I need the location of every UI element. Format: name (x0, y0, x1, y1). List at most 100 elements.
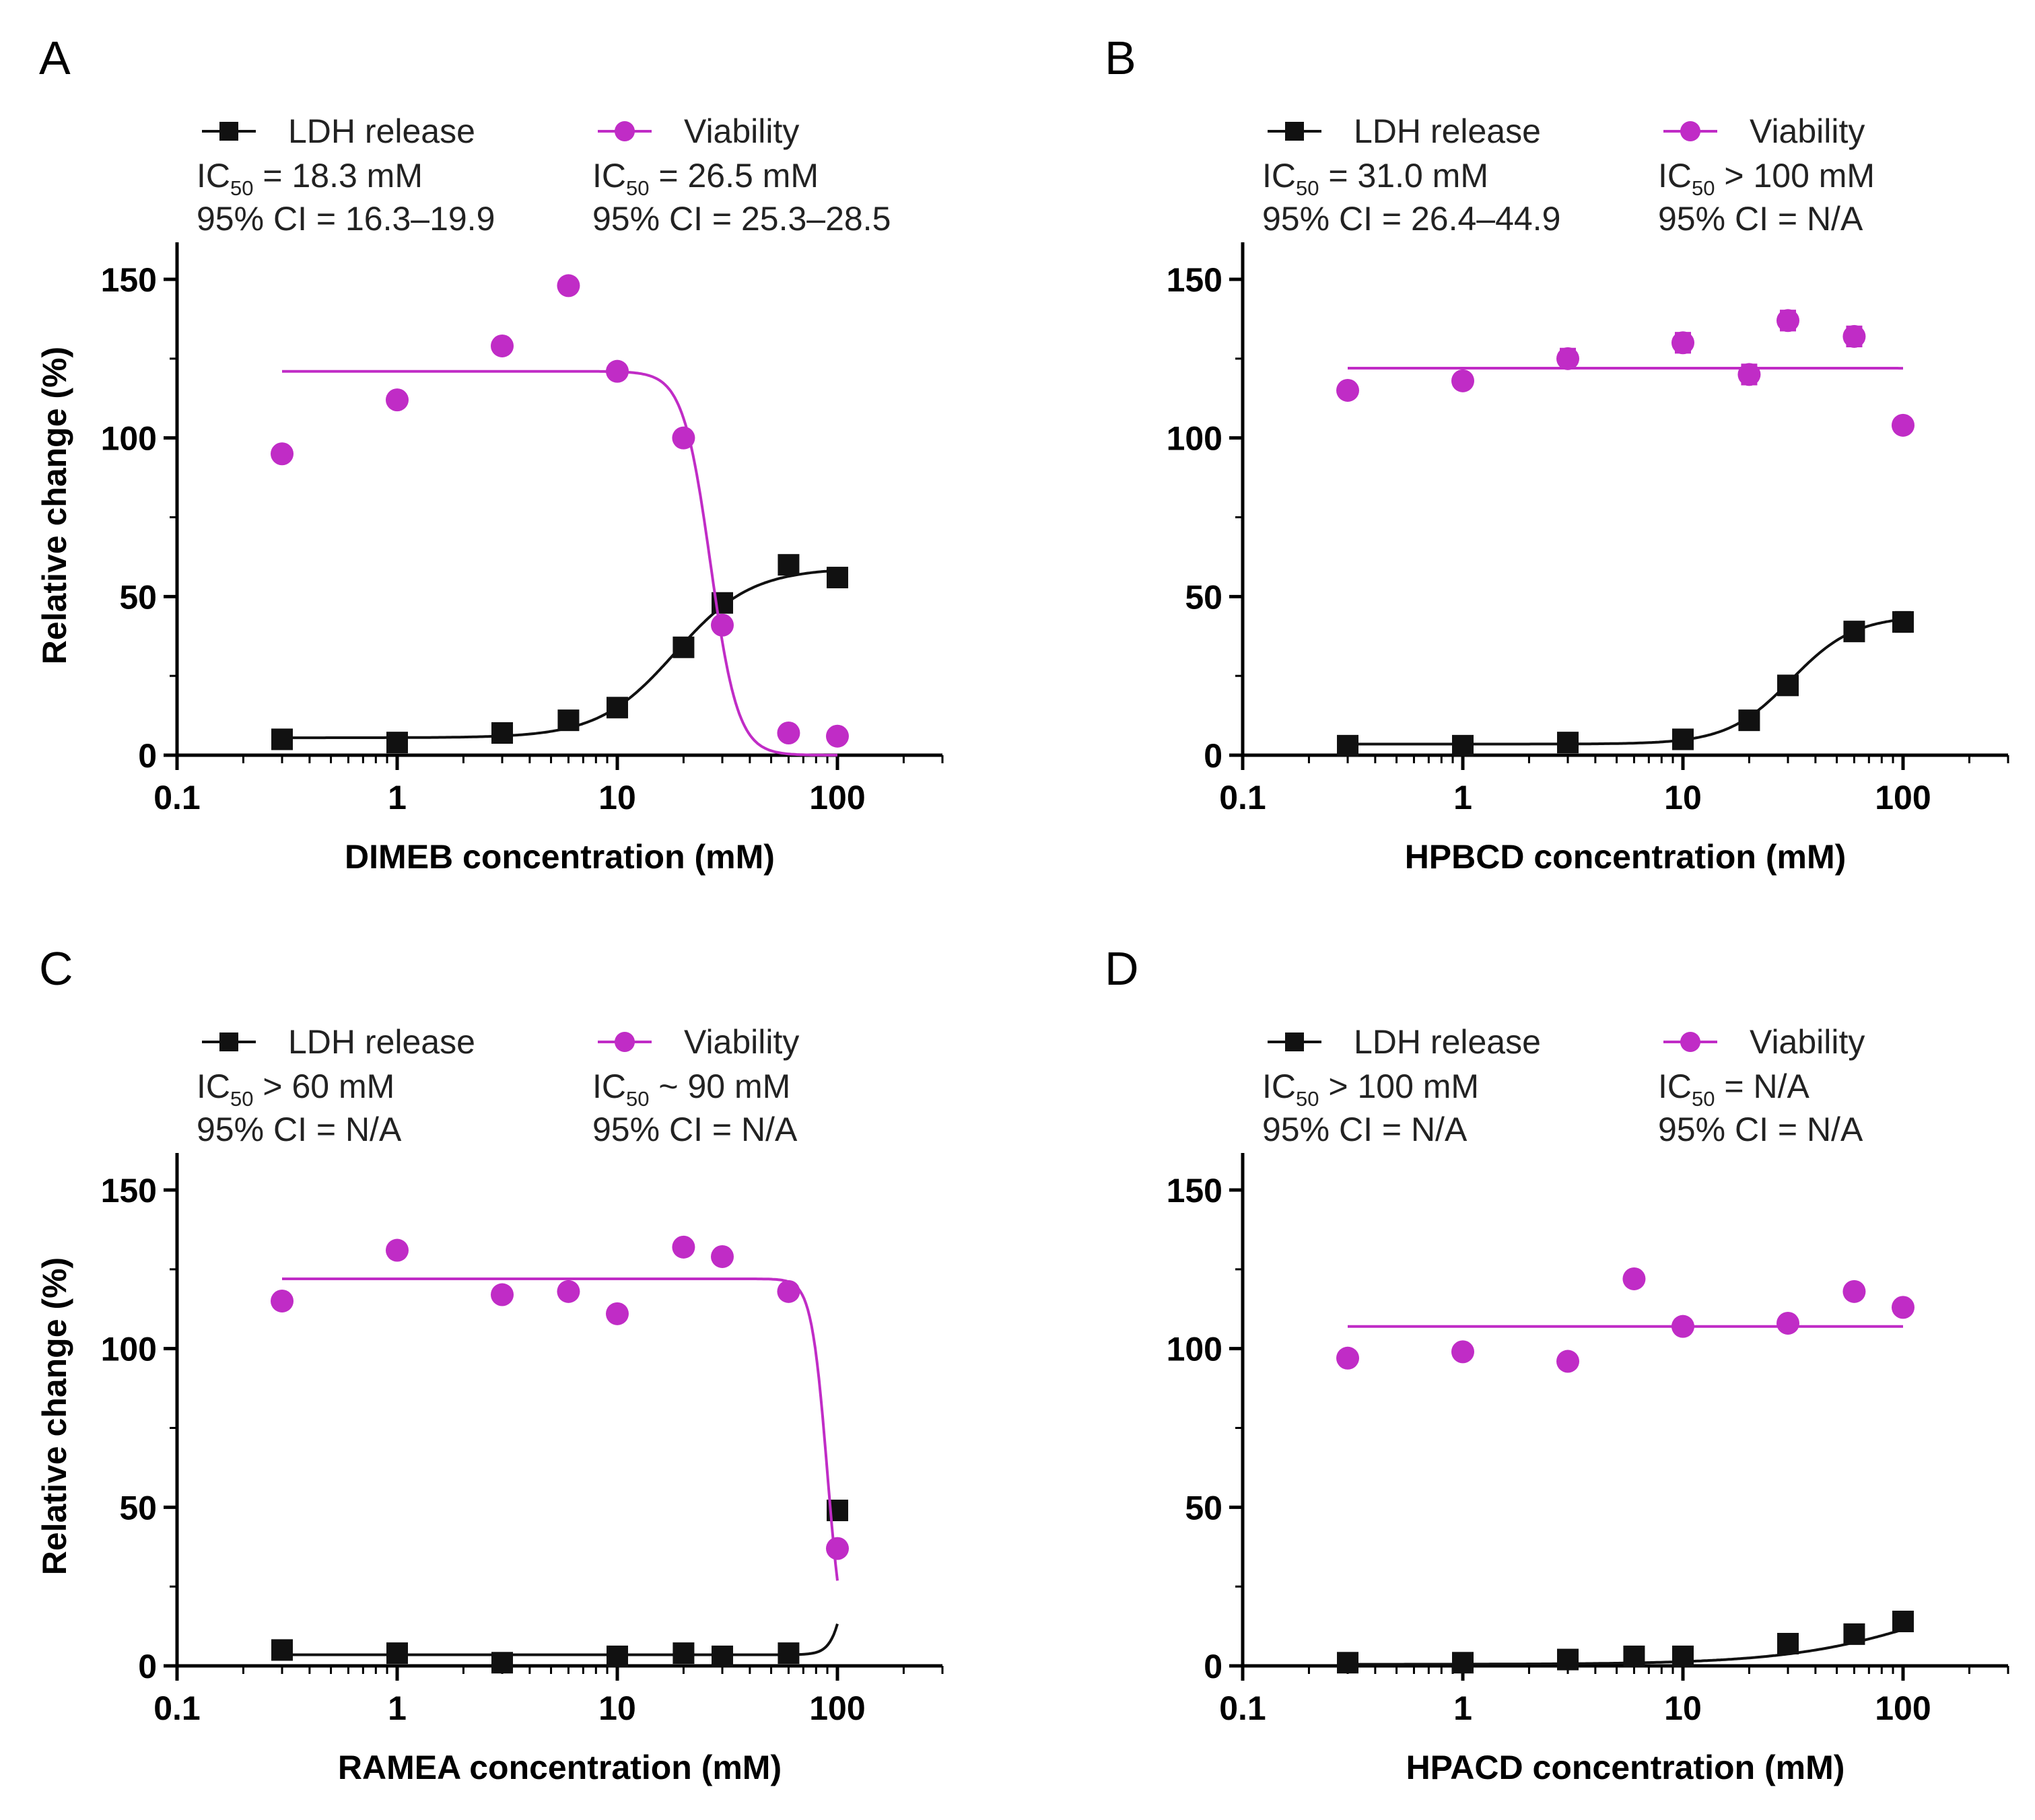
ci-text: 95% CI = 16.3–19.9 (197, 200, 495, 238)
ic-subscript: 50 (230, 176, 253, 200)
y-tick-label: 100 (1167, 1331, 1222, 1368)
ci-text: 95% CI = 26.4–44.9 (1262, 200, 1560, 238)
ci-text: 95% CI = N/A (1658, 200, 1863, 238)
x-tick-label: 10 (598, 1689, 636, 1727)
ic-subscript: 50 (230, 1087, 253, 1111)
x-tick-label: 100 (809, 779, 865, 816)
fit-curve-ldh (1348, 618, 1904, 746)
legend-marker-square (1285, 122, 1304, 141)
data-point-viability (711, 1245, 734, 1268)
data-point-viability (1777, 1311, 1800, 1335)
x-tick-label: 10 (1664, 779, 1702, 816)
data-point-ldh (1892, 1611, 1914, 1633)
y-tick-label: 0 (138, 1648, 157, 1685)
data-point-viability (1891, 413, 1915, 437)
data-point-ldh (1777, 674, 1799, 697)
y-tick-label: 100 (101, 1331, 157, 1368)
data-point-viability (271, 442, 294, 466)
x-tick-label: 1 (388, 779, 407, 816)
y-tick-label: 50 (1185, 578, 1222, 616)
ic50-text: IC50 = 18.3 mM (197, 157, 423, 200)
ic-prefix: IC (1262, 1068, 1296, 1105)
data-point-ldh (712, 1645, 734, 1667)
y-tick-label: 150 (101, 1172, 157, 1210)
data-point-ldh (1671, 728, 1694, 750)
x-tick-label: 100 (1875, 1689, 1931, 1727)
legend-label: Viability (1750, 112, 1865, 150)
x-axis-title: DIMEB concentration (mM) (345, 838, 775, 876)
ic-prefix: IC (197, 157, 230, 195)
data-point-ldh (1451, 734, 1474, 757)
data-point-ldh (271, 1639, 294, 1661)
x-tick-label: 0.1 (1219, 1689, 1266, 1727)
ic50-text: IC50 = 31.0 mM (1262, 157, 1488, 200)
data-point-viability (271, 1289, 294, 1312)
data-point-viability (777, 722, 800, 745)
x-axis-title: HPACD concentration (mM) (1406, 1749, 1845, 1786)
data-point-viability (1671, 331, 1694, 355)
legend-marker-circle (615, 121, 635, 141)
y-tick-label: 0 (138, 737, 157, 775)
ci-text: 95% CI = 25.3–28.5 (592, 200, 891, 238)
x-tick-label: 0.1 (153, 779, 201, 816)
data-point-ldh (1892, 611, 1914, 633)
data-point-viability (605, 359, 629, 383)
ci-text: 95% CI = N/A (1658, 1111, 1863, 1148)
data-point-ldh (778, 1642, 800, 1665)
x-tick-label: 0.1 (1219, 779, 1266, 816)
data-point-ldh (1337, 1652, 1359, 1674)
data-point-viability (385, 1238, 409, 1262)
ic-value: = 31.0 mM (1319, 157, 1488, 195)
ic-prefix: IC (1658, 157, 1692, 195)
data-point-ldh (826, 567, 848, 589)
data-point-viability (491, 334, 514, 357)
fit-curve-viability (282, 1278, 839, 1581)
x-axis-title: HPBCD concentration (mM) (1405, 838, 1847, 876)
x-tick-label: 100 (809, 1689, 865, 1727)
ic-value: = N/A (1715, 1068, 1809, 1105)
ic-value: > 100 mM (1715, 157, 1875, 195)
legend-marker-circle (1680, 1032, 1700, 1052)
legend-label: Viability (1750, 1023, 1865, 1061)
y-axis-title: Relative change (%) (36, 347, 73, 664)
legend-marker-square (1285, 1032, 1304, 1051)
legend-label: Viability (684, 1023, 799, 1061)
data-point-viability (1842, 324, 1866, 348)
ic-prefix: IC (1262, 157, 1296, 195)
y-tick-label: 100 (101, 420, 157, 458)
data-point-ldh (557, 709, 580, 732)
y-tick-label: 150 (1167, 1172, 1222, 1210)
ic-prefix: IC (592, 157, 626, 195)
data-point-viability (1737, 363, 1761, 386)
data-point-ldh (1671, 1645, 1694, 1667)
data-point-ldh (1738, 709, 1760, 732)
data-point-ldh (1557, 732, 1579, 754)
y-tick-label: 50 (119, 578, 157, 616)
x-tick-label: 1 (388, 1689, 407, 1727)
data-point-viability (1451, 1340, 1474, 1364)
data-point-ldh (1557, 1648, 1579, 1671)
data-point-ldh (386, 1642, 408, 1665)
ci-text: 95% CI = N/A (197, 1111, 402, 1148)
legend-marker-circle (615, 1032, 635, 1052)
data-point-viability (605, 1302, 629, 1325)
data-point-viability (1622, 1267, 1646, 1290)
ic-subscript: 50 (1296, 176, 1319, 200)
fit-curve-ldh (282, 1623, 839, 1656)
data-point-viability (711, 613, 734, 637)
data-point-ldh (1623, 1645, 1645, 1667)
data-point-viability (557, 274, 580, 298)
x-tick-label: 10 (598, 779, 636, 816)
x-tick-label: 0.1 (153, 1689, 201, 1727)
ic-subscript: 50 (1692, 176, 1715, 200)
y-tick-label: 150 (1167, 261, 1222, 299)
data-point-viability (672, 426, 695, 450)
data-point-viability (491, 1283, 514, 1306)
y-tick-label: 50 (1185, 1489, 1222, 1527)
data-point-ldh (1337, 734, 1359, 757)
panel-letter: D (1105, 942, 1139, 995)
data-point-viability (557, 1280, 580, 1303)
